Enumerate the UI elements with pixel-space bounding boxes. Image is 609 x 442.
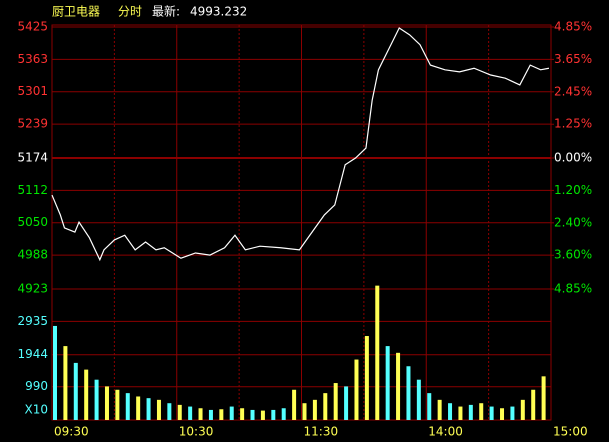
y-tick-label: 4923 <box>17 282 48 296</box>
volume-bar <box>219 409 224 420</box>
volume-bar <box>541 376 546 420</box>
volume-bar <box>531 389 536 420</box>
y-tick-label: 5174 <box>17 151 48 165</box>
x-tick-label: 10:30 <box>179 425 214 439</box>
chart-subtitle: 分时 <box>118 5 142 19</box>
volume-bar <box>63 346 68 420</box>
y2-tick-label: 1.25% <box>554 117 592 131</box>
volume-bar <box>312 399 317 420</box>
y-tick-label: 5112 <box>17 183 48 197</box>
volume-tick-label: 990 <box>25 379 48 393</box>
volume-bar <box>448 403 453 420</box>
y2-tick-label: 3.60% <box>554 248 592 262</box>
y-tick-label: 5050 <box>17 215 48 229</box>
y-tick-label: 5363 <box>17 52 48 66</box>
volume-bar <box>125 393 130 420</box>
y2-tick-label: 0.00% <box>554 151 592 165</box>
volume-bar <box>510 406 515 420</box>
y2-tick-label: 2.45% <box>554 84 592 98</box>
y2-tick-label: 2.40% <box>554 215 592 229</box>
volume-bar <box>94 379 99 420</box>
volume-bar <box>188 406 193 420</box>
volume-bar <box>375 285 380 420</box>
x-tick-label: 14:00 <box>428 425 463 439</box>
volume-bar <box>115 389 120 420</box>
volume-bar <box>292 389 297 420</box>
price-line <box>51 27 550 262</box>
volume-bar <box>500 408 505 420</box>
volume-bar <box>156 399 161 420</box>
volume-bar <box>344 386 349 420</box>
y-tick-label: 4988 <box>17 248 48 262</box>
volume-bar <box>437 399 442 420</box>
volume-bar <box>84 369 89 420</box>
volume-bar <box>198 408 203 420</box>
latest-label: 最新: <box>152 4 180 19</box>
volume-bar <box>479 403 484 420</box>
y2-tick-label: 4.85% <box>554 20 592 34</box>
y-tick-label: 5301 <box>17 84 48 98</box>
volume-bar <box>406 366 411 420</box>
volume-bar <box>146 398 151 420</box>
volume-tick-label: 1944 <box>17 347 48 361</box>
volume-bar <box>240 408 245 420</box>
volume-bar <box>53 325 57 420</box>
volume-bar <box>427 393 432 420</box>
volume-bar <box>354 359 359 420</box>
volume-bar <box>136 396 141 420</box>
volume-bar <box>323 393 328 420</box>
volume-bar <box>167 403 172 420</box>
volume-bar <box>104 386 109 420</box>
volume-bar <box>73 362 78 420</box>
y2-tick-label: 3.65% <box>554 52 592 66</box>
x-tick-label: 11:30 <box>304 425 339 439</box>
y2-tick-label: 4.85% <box>554 282 592 296</box>
volume-bar <box>229 406 234 420</box>
volume-bar <box>468 404 473 420</box>
volume-bar <box>385 346 390 420</box>
y-tick-label: 5425 <box>17 20 48 34</box>
chart-title: 厨卫电器 <box>52 5 100 19</box>
volume-bar <box>458 406 463 420</box>
volume-bar <box>208 409 213 420</box>
y2-tick-label: 1.20% <box>554 183 592 197</box>
y-tick-label: 5239 <box>17 117 48 131</box>
x-tick-label: 09:30 <box>54 425 89 439</box>
volume-unit: X10 <box>25 403 49 417</box>
volume-tick-label: 2935 <box>17 314 48 328</box>
volume-bar <box>281 408 286 420</box>
volume-bar <box>364 336 369 420</box>
x-tick-label: 15:00 <box>553 425 588 439</box>
volume-bar <box>396 352 401 420</box>
volume-bar <box>302 403 307 420</box>
volume-bar <box>250 409 255 420</box>
volume-bar <box>271 409 276 420</box>
volume-bar <box>416 379 421 420</box>
volume-bar <box>489 406 494 420</box>
volume-bar <box>177 404 182 420</box>
volume-bar <box>260 410 265 420</box>
volume-bar <box>333 383 338 420</box>
latest-value: 4993.232 <box>190 5 247 19</box>
volume-bar <box>520 399 525 420</box>
